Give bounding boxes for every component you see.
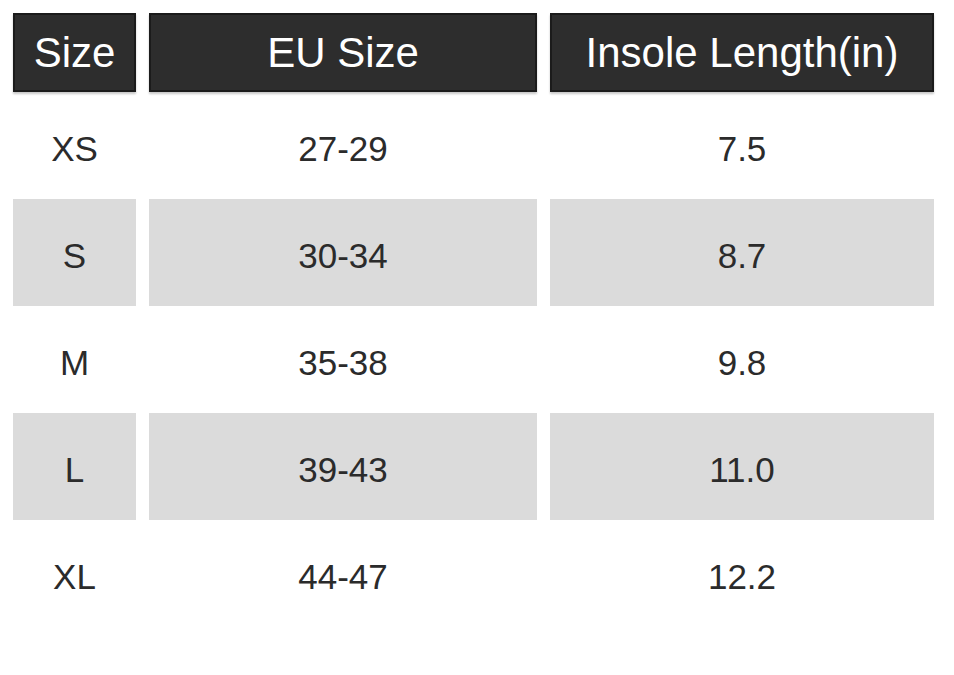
insole-length-cell: 11.0 bbox=[550, 413, 934, 520]
size-cell: XL bbox=[13, 520, 136, 627]
table-header-row: Size EU Size Insole Length(in) bbox=[13, 13, 934, 92]
table-row-m: M 35-38 9.8 bbox=[13, 306, 934, 413]
size-cell: L bbox=[13, 413, 136, 520]
insole-length-cell: 7.5 bbox=[550, 92, 934, 199]
column-header-size: Size bbox=[13, 13, 136, 92]
table-row-l: L 39-43 11.0 bbox=[13, 413, 934, 520]
insole-length-cell: 8.7 bbox=[550, 199, 934, 306]
insole-length-cell: 9.8 bbox=[550, 306, 934, 413]
table-row-xs: XS 27-29 7.5 bbox=[13, 92, 934, 199]
insole-length-cell: 12.2 bbox=[550, 520, 934, 627]
size-chart-table: Size EU Size Insole Length(in) XS 27-29 … bbox=[13, 13, 934, 627]
size-cell: S bbox=[13, 199, 136, 306]
eu-size-cell: 27-29 bbox=[149, 92, 537, 199]
eu-size-cell: 39-43 bbox=[149, 413, 537, 520]
size-cell: M bbox=[13, 306, 136, 413]
table-row-xl: XL 44-47 12.2 bbox=[13, 520, 934, 627]
eu-size-cell: 30-34 bbox=[149, 199, 537, 306]
size-cell: XS bbox=[13, 92, 136, 199]
column-header-insole-length: Insole Length(in) bbox=[550, 13, 934, 92]
column-header-eu-size: EU Size bbox=[149, 13, 537, 92]
eu-size-cell: 44-47 bbox=[149, 520, 537, 627]
table-row-s: S 30-34 8.7 bbox=[13, 199, 934, 306]
eu-size-cell: 35-38 bbox=[149, 306, 537, 413]
